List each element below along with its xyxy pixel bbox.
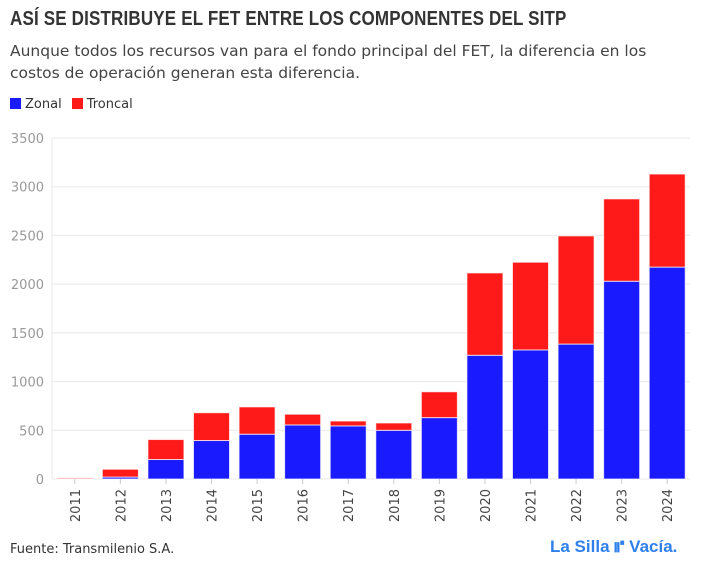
bar-zonal-2015 — [238, 433, 276, 480]
y-tick-label: 2500 — [11, 229, 44, 244]
bar-troncal-2018 — [375, 422, 413, 431]
bar-zonal-2024 — [648, 266, 686, 480]
bar-zonal-2019 — [420, 417, 458, 480]
chart-title: ASÍ SE DISTRIBUYE EL FET ENTRE LOS COMPO… — [10, 8, 567, 30]
logo: La Silla ⑈ Vacía. — [550, 537, 678, 556]
x-tick-label: 2014 — [206, 489, 221, 522]
x-tick-label: 2017 — [342, 489, 357, 522]
bar-zonal-2013 — [147, 459, 185, 480]
legend-label: Troncal — [86, 97, 133, 112]
y-tick-label: 1500 — [11, 327, 44, 342]
bar-zonal-2016 — [284, 424, 322, 480]
chart-subtitle: Aunque todos los recursos van para el fo… — [10, 42, 647, 82]
legend-item-troncal: Troncal — [71, 97, 133, 112]
x-tick-label: 2015 — [251, 489, 266, 522]
x-tick-label: 2019 — [433, 489, 448, 522]
bar-troncal-2022 — [557, 235, 595, 345]
bar-troncal-2017 — [329, 420, 367, 427]
bar-troncal-2020 — [466, 272, 504, 356]
bar-zonal-2023 — [603, 280, 641, 480]
x-tick-label: 2023 — [616, 489, 631, 522]
y-tick-label: 3500 — [11, 132, 44, 147]
bar-troncal-2015 — [238, 406, 276, 435]
x-tick-label: 2016 — [297, 489, 312, 522]
x-tick-label: 2020 — [479, 489, 494, 522]
bar-troncal-2016 — [284, 413, 322, 426]
x-tick-label: 2011 — [69, 489, 84, 522]
y-tick-label: 3000 — [11, 181, 44, 196]
bar-troncal-2012 — [101, 468, 139, 478]
y-tick-label: 1000 — [11, 376, 44, 391]
y-tick-label: 500 — [19, 424, 44, 439]
legend-label: Zonal — [25, 97, 62, 112]
bar-troncal-2011 — [56, 477, 94, 480]
bar-troncal-2023 — [603, 198, 641, 282]
bar-zonal-2022 — [557, 343, 595, 480]
bar-zonal-2020 — [466, 354, 504, 480]
y-tick-label: 2000 — [11, 278, 44, 293]
y-tick-label: 0 — [36, 473, 44, 488]
bar-troncal-2013 — [147, 439, 185, 461]
x-tick-label: 2024 — [661, 489, 676, 522]
bar-troncal-2019 — [420, 391, 458, 419]
legend: Zonal Troncal — [10, 97, 133, 112]
bar-zonal-2018 — [375, 429, 413, 480]
x-tick-label: 2012 — [114, 489, 129, 522]
source-note: Fuente: Transmilenio S.A. — [10, 542, 175, 557]
bar-zonal-2014 — [193, 440, 230, 480]
bar-troncal-2021 — [512, 261, 549, 351]
x-tick-label: 2018 — [388, 489, 403, 522]
bar-zonal-2021 — [512, 349, 549, 480]
bar-troncal-2014 — [193, 412, 230, 442]
legend-item-zonal: Zonal — [10, 97, 62, 112]
x-tick-label: 2022 — [570, 489, 585, 522]
x-tick-label: 2013 — [160, 489, 175, 522]
bar-zonal-2017 — [329, 425, 367, 480]
x-tick-label: 2021 — [525, 489, 540, 522]
bar-troncal-2024 — [648, 173, 686, 268]
